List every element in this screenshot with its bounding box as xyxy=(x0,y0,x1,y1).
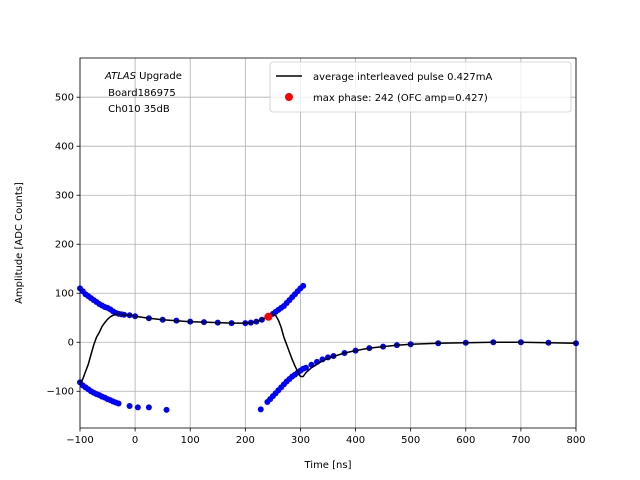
x-tick-label-5: 400 xyxy=(346,435,365,446)
plot-frame xyxy=(79,57,577,429)
annotation-upgrade: Upgrade xyxy=(136,71,182,82)
sample-point-60 xyxy=(145,404,152,411)
x-tick-label-2: 100 xyxy=(181,435,200,446)
sample-point-58 xyxy=(126,402,133,409)
sample-point-59 xyxy=(134,404,141,411)
x-tick-label-8: 700 xyxy=(511,435,530,446)
legend-label-max-phase: max phase: 242 (OFC amp=0.427) xyxy=(313,93,488,104)
annotation-channel: Ch010 35dB xyxy=(105,104,170,115)
x-axis-label: Time [ns] xyxy=(303,460,351,471)
legend-label-average: average interleaved pulse 0.427mA xyxy=(313,72,492,83)
sample-point-61 xyxy=(163,406,170,413)
annotation-board: Board186975 xyxy=(105,88,176,99)
atlas-annotation: ATLAS Upgrade Board186975 Ch010 35dB xyxy=(104,71,182,115)
sample-point-42 xyxy=(300,282,307,289)
max-phase-marker-group xyxy=(264,312,273,321)
sample-point-62 xyxy=(257,406,264,413)
annotation-atlas: ATLAS xyxy=(104,71,137,82)
y-tick-label-3: 200 xyxy=(55,240,74,251)
x-tick-label-0: −100 xyxy=(66,435,93,446)
y-axis-ticks: −100 0 100 200 300 400 500 xyxy=(47,93,80,398)
y-tick-label-4: 300 xyxy=(55,191,74,202)
x-axis-ticks: −100 0 100 200 300 400 500 600 700 800 xyxy=(66,428,586,446)
x-tick-label-9: 800 xyxy=(566,435,585,446)
max-phase-point xyxy=(264,312,273,321)
x-tick-label-6: 500 xyxy=(401,435,420,446)
legend-box xyxy=(269,61,572,113)
plot-area xyxy=(80,58,576,428)
y-tick-label-2: 100 xyxy=(55,289,74,300)
y-tick-label-6: 500 xyxy=(55,93,74,104)
y-tick-label-5: 400 xyxy=(55,142,74,153)
annotation-line-1: ATLAS Upgrade xyxy=(104,71,182,82)
y-tick-label-1: 0 xyxy=(68,338,74,349)
y-tick-label-0: −100 xyxy=(47,387,74,398)
x-tick-label-3: 200 xyxy=(236,435,255,446)
x-tick-label-7: 600 xyxy=(456,435,475,446)
x-tick-label-1: 0 xyxy=(132,435,138,446)
sample-point-57 xyxy=(115,400,122,407)
x-tick-label-4: 300 xyxy=(291,435,310,446)
legend: average interleaved pulse 0.427mA max ph… xyxy=(269,61,572,113)
legend-marker-swatch xyxy=(285,93,293,101)
y-axis-label: Amplitude [ADC Counts] xyxy=(14,182,25,304)
sample-point-77 xyxy=(302,364,309,371)
